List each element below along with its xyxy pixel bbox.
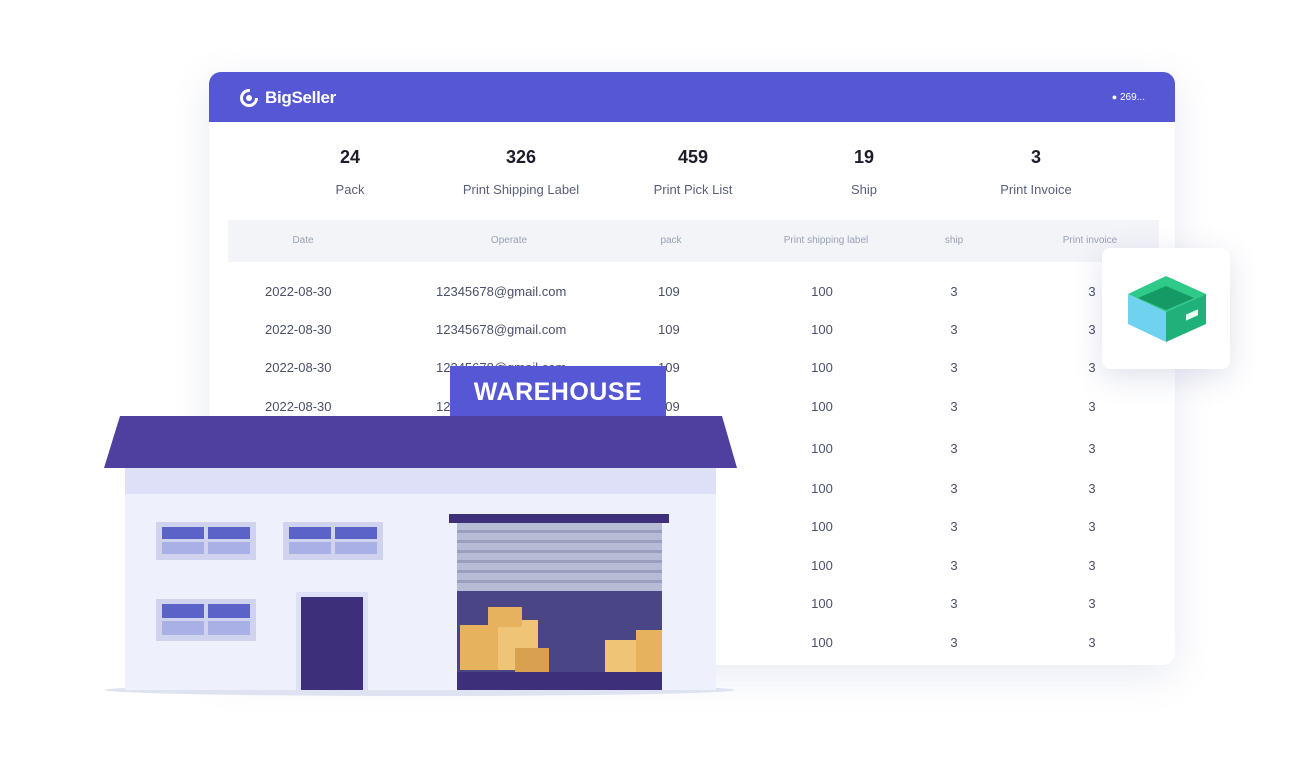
table-cell: 3 (1088, 481, 1096, 496)
column-header: ship (944, 235, 964, 246)
table-cell: 100 (811, 519, 833, 534)
top-bar: BigSeller ● 269... (209, 72, 1175, 122)
table-cell: 100 (811, 596, 833, 611)
table-cell: 3 (950, 284, 958, 299)
stat-value: 459 (677, 147, 709, 167)
table-cell: 109 (658, 284, 680, 299)
stat-value: 326 (505, 147, 537, 167)
garage-shutter (457, 523, 662, 591)
table-cell: 100 (811, 441, 833, 456)
wall-band (125, 468, 716, 494)
door (301, 597, 363, 690)
user-name[interactable]: ● 269... (1111, 92, 1145, 103)
table-cell: 3 (950, 519, 958, 534)
table-cell: 3 (950, 635, 958, 650)
stat-value: 3 (1030, 147, 1041, 167)
box-icon-card (1102, 248, 1230, 369)
windows (156, 522, 383, 641)
table-cell: 2022-08-30 (265, 360, 332, 375)
stat-label: Print Invoice (1000, 182, 1072, 197)
table-cell: 3 (1088, 360, 1096, 375)
user-label: 269... (1119, 92, 1145, 103)
stat-label: Print Shipping Label (462, 182, 580, 197)
box-icon (1128, 276, 1206, 342)
table-cell: 100 (811, 635, 833, 650)
table-cell: 2022-08-30 (265, 399, 332, 414)
table-cell: 100 (811, 284, 833, 299)
table-cell: 3 (1088, 519, 1096, 534)
roof (104, 416, 737, 468)
table-cell: 3 (950, 481, 958, 496)
table-cell: 3 (950, 441, 958, 456)
table-cell: 3 (1088, 635, 1096, 650)
table-cell: 3 (1088, 322, 1096, 337)
stat-value: 24 (339, 147, 361, 167)
column-header: Date (292, 235, 314, 246)
boxes (460, 607, 662, 672)
stat-label: Pack (335, 182, 365, 197)
table-cell: 3 (1088, 284, 1096, 299)
table-cell: 3 (950, 322, 958, 337)
stat-label: Ship (850, 182, 878, 197)
logo-icon (240, 89, 258, 107)
table-cell: 3 (950, 399, 958, 414)
table-cell: 3 (1088, 399, 1096, 414)
garage-lintel (449, 514, 669, 523)
table-cell: 3 (1088, 558, 1096, 573)
table-cell: 100 (811, 322, 833, 337)
logo-text: BigSeller (265, 88, 336, 107)
table-header (228, 220, 1159, 262)
stat-label: Print Pick List (653, 182, 733, 197)
stat-value: 19 (853, 147, 875, 167)
table-cell: 100 (811, 481, 833, 496)
table-cell: 3 (950, 360, 958, 375)
column-header: Operate (490, 235, 528, 246)
table-cell: 3 (950, 558, 958, 573)
garage-floor (457, 672, 662, 690)
table-cell: 2022-08-30 (265, 284, 332, 299)
table-cell: 100 (811, 399, 833, 414)
table-cell: 100 (811, 558, 833, 573)
table-cell: 3 (1088, 441, 1096, 456)
table-cell: 3 (950, 596, 958, 611)
column-header: Print shipping label (783, 235, 869, 246)
table-cell: 12345678@gmail.com (436, 284, 567, 299)
table-cell: 12345678@gmail.com (436, 322, 567, 337)
table-cell: 3 (1088, 596, 1096, 611)
table-cell: 109 (658, 322, 680, 337)
column-header: pack (660, 235, 682, 246)
column-header: Print invoice (1062, 235, 1118, 246)
table-cell: 2022-08-30 (265, 322, 332, 337)
table-cell: 100 (811, 360, 833, 375)
warehouse-sign: WAREHOUSE (450, 366, 666, 416)
